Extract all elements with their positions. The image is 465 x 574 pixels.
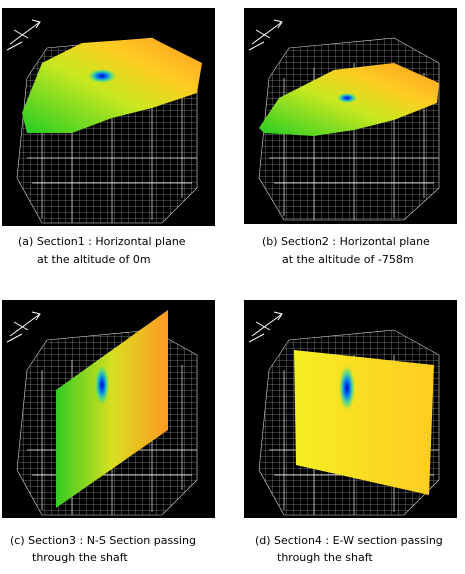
anomaly	[88, 69, 116, 83]
caption-line: (b) Section2 : Horizontal plane	[262, 235, 430, 248]
compass	[248, 311, 283, 343]
caption-line: (c) Section3 : N-S Section passing	[10, 534, 196, 547]
caption-line: at the altitude of 0m	[37, 253, 151, 266]
anomaly	[339, 366, 355, 410]
panel-a	[2, 8, 215, 226]
anomaly	[95, 365, 109, 405]
section-plane	[22, 38, 202, 133]
panel-c	[2, 300, 215, 518]
panel-d	[244, 300, 457, 518]
wireframe-edges	[269, 63, 439, 220]
caption-line: (d) Section4 : E-W section passing	[255, 534, 443, 547]
compass	[248, 19, 283, 51]
compass	[6, 19, 41, 51]
caption-line: (a) Section1 : Horizontal plane	[18, 235, 186, 248]
compass	[6, 311, 41, 343]
caption-line: through the shaft	[277, 551, 373, 564]
caption-line: at the altitude of -758m	[282, 253, 414, 266]
caption-line: through the shaft	[32, 551, 128, 564]
wireframe-edges	[27, 63, 197, 223]
section-plane	[294, 350, 434, 495]
anomaly	[337, 93, 357, 103]
panel-b	[244, 8, 457, 224]
section-plane	[56, 310, 168, 508]
